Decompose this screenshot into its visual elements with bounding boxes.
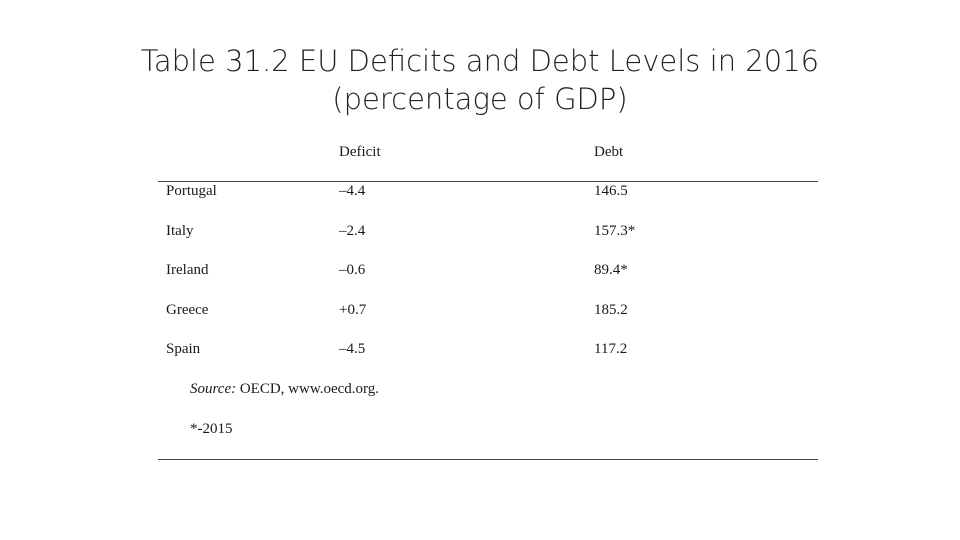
- deficit-cell: –4.5: [339, 341, 366, 357]
- deficit-debt-table: Deficit Debt Portugal –4.4 146.5 Italy –…: [158, 140, 818, 461]
- column-header-debt: Debt: [594, 144, 624, 160]
- country-cell: Ireland: [166, 262, 209, 278]
- source-note: Source: OECD, www.oecd.org.: [190, 381, 379, 398]
- deficit-cell: –2.4: [339, 223, 366, 239]
- country-cell: Portugal: [166, 183, 217, 199]
- slide-title-line-1: Table 31.2 EU Deficits and Debt Levels i…: [140, 44, 820, 78]
- footnote: *-2015: [190, 421, 233, 437]
- table-top-rule: [158, 181, 818, 182]
- table-row: Portugal –4.4 146.5: [158, 183, 818, 205]
- table-row: Spain –4.5 117.2: [158, 341, 818, 363]
- deficit-cell: –0.6: [339, 262, 366, 278]
- country-cell: Greece: [166, 302, 209, 318]
- slide-title-line-2: (percentage of GDP): [332, 82, 628, 116]
- debt-cell: 117.2: [594, 341, 628, 357]
- column-header-deficit: Deficit: [339, 144, 381, 160]
- country-cell: Spain: [166, 341, 201, 357]
- source-text: OECD, www.oecd.org.: [236, 381, 379, 397]
- debt-cell: 157.3*: [594, 223, 636, 239]
- table-row: Ireland –0.6 89.4*: [158, 262, 818, 284]
- country-cell: Italy: [166, 223, 194, 239]
- debt-cell: 146.5: [594, 183, 628, 199]
- debt-cell: 185.2: [594, 302, 628, 318]
- table-row: Greece +0.7 185.2: [158, 302, 818, 324]
- table-row: Italy –2.4 157.3*: [158, 223, 818, 245]
- debt-cell: 89.4*: [594, 262, 628, 278]
- deficit-cell: +0.7: [339, 302, 367, 318]
- deficit-cell: –4.4: [339, 183, 366, 199]
- table-bottom-rule: [158, 459, 818, 460]
- slide-title: Table 31.2 EU Deficits and Debt Levels i…: [0, 42, 960, 118]
- source-label: Source:: [190, 381, 237, 397]
